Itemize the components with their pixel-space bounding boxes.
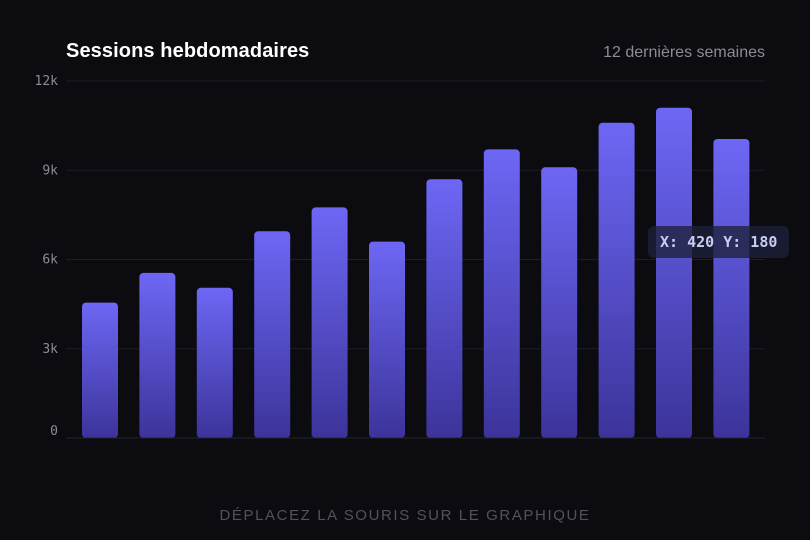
bar[interactable] bbox=[483, 149, 520, 438]
bar[interactable] bbox=[713, 139, 750, 438]
y-tick-label: 6k bbox=[42, 253, 58, 268]
bar[interactable] bbox=[656, 107, 692, 439]
hover-hint: DÉPLACEZ LA SOURIS SUR LE GRAPHIQUE bbox=[219, 507, 591, 524]
bars bbox=[82, 107, 750, 439]
grid-lines bbox=[66, 80, 765, 350]
bar[interactable] bbox=[82, 302, 118, 438]
y-tick-label: 0 bbox=[50, 424, 58, 439]
cursor-coordinate-readout: X: 420 Y: 180 bbox=[648, 226, 790, 258]
y-tick-label: 12k bbox=[35, 74, 59, 89]
bar[interactable] bbox=[254, 231, 291, 438]
bar[interactable] bbox=[598, 122, 635, 438]
y-tick-label: 9k bbox=[42, 163, 58, 178]
bar[interactable] bbox=[426, 179, 463, 438]
chart-subtitle: 12 dernières semaines bbox=[603, 44, 765, 61]
bar[interactable] bbox=[369, 241, 405, 438]
bar[interactable] bbox=[139, 272, 176, 438]
bar[interactable] bbox=[541, 167, 578, 439]
y-tick-label: 3k bbox=[42, 342, 58, 357]
bar[interactable] bbox=[196, 287, 233, 438]
bar[interactable] bbox=[311, 207, 348, 438]
chart-title: Sessions hebdomadaires bbox=[66, 40, 310, 62]
y-axis-ticks: 0 3k 6k 9k 12k bbox=[35, 74, 59, 439]
